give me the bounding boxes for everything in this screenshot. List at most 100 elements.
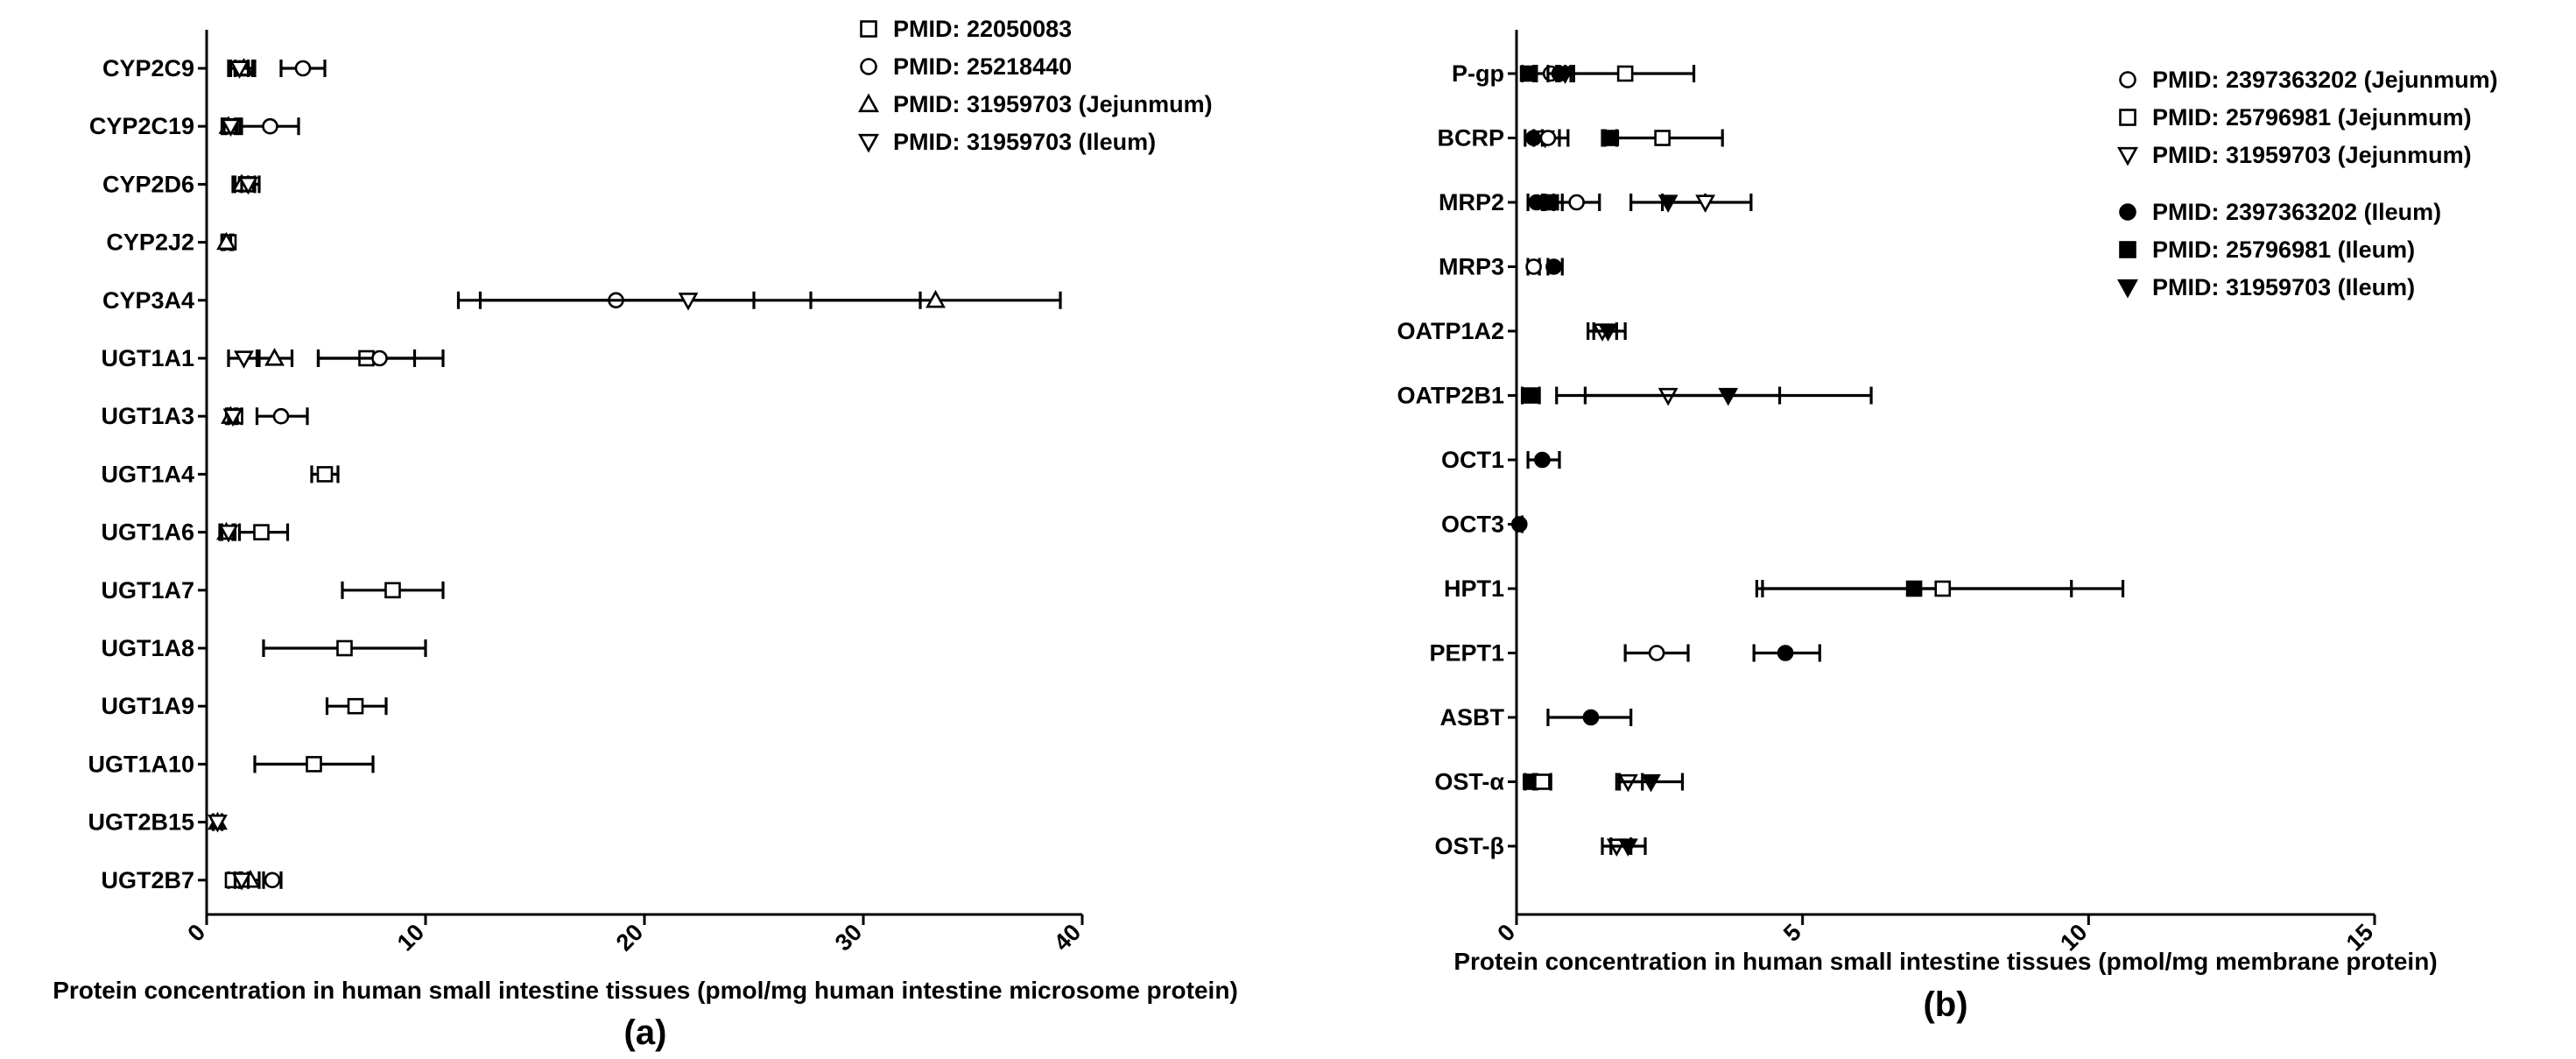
data-point-ugt1a8 [262, 639, 427, 657]
x-axis-title: Protein concentration in human small int… [53, 977, 1238, 1004]
category-label-oatp1a2: OATP1A2 [1397, 318, 1504, 344]
category-label-ost-alpha: OST-α [1434, 769, 1504, 795]
category-label-p-gp: P-gp [1452, 60, 1504, 87]
marker-pmid-25218440 [294, 60, 312, 77]
data-point-ugt2b15 [208, 813, 228, 833]
category-label-cyp2c9: CYP2C9 [102, 55, 194, 81]
x-axis-title: Protein concentration in human small int… [1453, 948, 2437, 975]
legend-marker-square-open [860, 20, 877, 38]
data-point-ugt1a4 [310, 465, 340, 484]
panel-label: (a) [624, 1013, 667, 1052]
legend-item-4: PMID: 2397363202 (Ileum) [2119, 199, 2441, 225]
data-point-ugt1a7 [341, 581, 445, 599]
category-label-ugt1a9: UGT1A9 [101, 693, 194, 719]
category-label-ugt1a10: UGT1A10 [88, 751, 194, 777]
marker-pmid-2397363202-jejunmum [1539, 130, 1557, 146]
data-point-cyp2c9 [229, 60, 250, 79]
data-point-ost-beta [1609, 837, 1647, 857]
marker-pmid-2397363202-ileum [1582, 709, 1600, 726]
marker-pmid-31959703-ileum [208, 814, 228, 833]
data-point-ost-alpha [1531, 773, 1552, 791]
marker-pmid-25796981-jejunmum [1934, 580, 1952, 597]
category-label-ugt1a3: UGT1A3 [101, 403, 194, 429]
data-point-oct3 [1510, 515, 1528, 533]
legend-item-3: PMID: 31959703 (Jejunmum) [2117, 142, 2472, 168]
data-point-ugt1a6 [237, 523, 290, 541]
marker-pmid-2397363202-jejunmum [1648, 645, 1665, 661]
marker-pmid-31959703-ileum [1598, 323, 1618, 342]
marker-pmid-2397363202-jejunmum [1568, 194, 1585, 211]
category-label-ugt1a8: UGT1A8 [101, 635, 194, 661]
data-point-p-gp [1558, 65, 1696, 82]
data-point-bcrp [1601, 129, 1724, 147]
marker-pmid-31959703-jejunmum [1695, 194, 1716, 213]
category-label-ugt1a7: UGT1A7 [101, 577, 194, 604]
data-point-mrp2 [1660, 194, 1753, 213]
category-label-ugt1a4: UGT1A4 [101, 461, 194, 487]
legend-label: PMID: 31959703 (Ileum) [2152, 274, 2415, 300]
marker-pmid-25796981-jejunmum [1654, 130, 1671, 146]
x-tick-label: 30 [830, 919, 867, 956]
category-label-cyp2d6: CYP2D6 [102, 171, 194, 197]
legend-marker-triangle-down-filled [2117, 279, 2138, 299]
legend-item-5: PMID: 25796981 (Ileum) [2119, 237, 2415, 263]
x-tick-label: 20 [611, 919, 648, 956]
data-point-mrp3 [1525, 258, 1542, 276]
marker-pmid-31959703-ileum [234, 350, 254, 369]
marker-pmid-25796981-ileum [1523, 387, 1539, 404]
marker-pmid-2397363202-ileum [1545, 258, 1562, 275]
data-point-cyp2c19 [221, 117, 241, 138]
data-point-bcrp [1531, 129, 1570, 147]
panel-label: (b) [1923, 985, 1967, 1024]
data-point-ugt1a1 [316, 349, 445, 367]
marker-pmid-22050083 [253, 524, 270, 540]
x-tick-label: 40 [1049, 919, 1086, 956]
data-point-cyp2j2 [216, 231, 236, 251]
marker-pmid-2397363202-ileum [1510, 516, 1528, 533]
data-point-oatp1a2 [1592, 322, 1627, 342]
marker-pmid-25218440 [262, 117, 278, 135]
legend-marker-square-filled [2119, 241, 2136, 258]
legend-label: PMID: 31959703 (Jejunmum) [2152, 142, 2472, 168]
category-label-ost-beta: OST-β [1435, 833, 1504, 859]
legend-label: PMID: 31959703 (Jejunmum) [893, 91, 1213, 117]
category-label-cyp2j2: CYP2J2 [106, 229, 194, 256]
data-point-ugt1a3 [255, 407, 309, 426]
legend-label: PMID: 31959703 (Ileum) [893, 129, 1156, 155]
marker-pmid-31959703-ileum [1617, 838, 1638, 857]
data-point-ugt1a10 [253, 755, 375, 773]
data-point-mrp3 [1545, 258, 1564, 276]
category-label-bcrp: BCRP [1437, 125, 1504, 152]
data-point-ugt1a1 [255, 348, 294, 367]
marker-pmid-25796981-jejunmum [1616, 65, 1634, 82]
legend-marker-circle-open [860, 58, 877, 75]
legend-label: PMID: 25796981 (Ileum) [2152, 237, 2415, 263]
category-label-hpt1: HPT1 [1444, 575, 1504, 602]
legend-marker-triangle-down-open [858, 133, 879, 153]
legend-item-2: PMID: 25218440 [860, 53, 1072, 80]
marker-pmid-31959703-ileum [1718, 387, 1739, 406]
marker-pmid-22050083 [347, 697, 364, 715]
legend-item-6: PMID: 31959703 (Ileum) [2117, 274, 2415, 300]
category-label-ugt1a1: UGT1A1 [101, 345, 194, 371]
marker-pmid-22050083 [306, 756, 322, 773]
marker-pmid-31959703-ileum [222, 408, 243, 427]
marker-pmid-31959703-ileum [1641, 773, 1661, 793]
category-label-ugt2b15: UGT2B15 [88, 809, 194, 836]
category-label-pept1: PEPT1 [1429, 640, 1504, 667]
marker-pmid-31959703-ileum [221, 118, 241, 138]
legend-item-1: PMID: 2397363202 (Jejunmum) [2119, 67, 2498, 93]
category-label-mrp2: MRP2 [1439, 189, 1504, 215]
data-point-cyp3a4 [809, 289, 1062, 309]
data-point-ugt1a9 [325, 697, 388, 716]
category-label-mrp3: MRP3 [1439, 254, 1504, 280]
marker-pmid-2397363202-ileum [1534, 451, 1551, 469]
marker-pmid-31959703-ileum [238, 176, 258, 195]
legend-item-2: PMID: 25796981 (Jejunmum) [2119, 104, 2472, 131]
marker-pmid-25218440 [371, 349, 388, 367]
data-point-ost-alpha [1617, 773, 1685, 793]
category-label-cyp3a4: CYP3A4 [102, 287, 194, 314]
category-label-ugt2b7: UGT2B7 [101, 867, 194, 893]
marker-pmid-25218440 [272, 407, 290, 425]
data-point-ugt2b7 [262, 871, 283, 889]
